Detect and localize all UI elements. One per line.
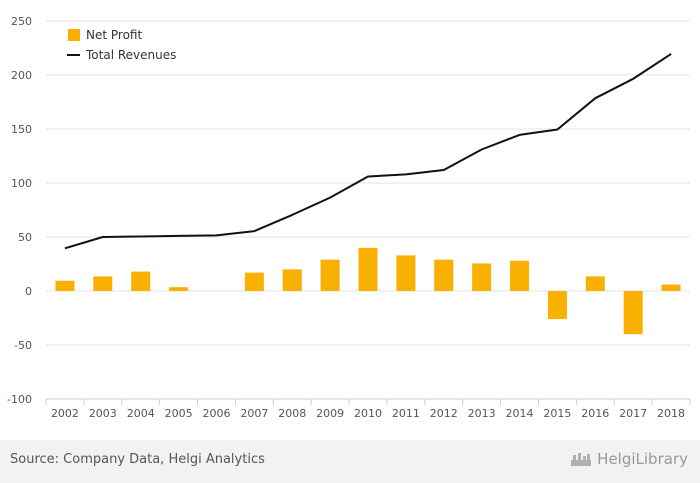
net-profit-bar — [623, 291, 643, 335]
source-text: Source: Company Data, Helgi Analytics — [10, 452, 265, 467]
brand-text: HelgiLibrary — [597, 450, 688, 468]
legend-label-total-revenues: Total Revenues — [85, 48, 176, 62]
x-tick-label: 2012 — [430, 407, 458, 420]
net-profit-bar — [547, 291, 567, 320]
x-tick-label: 2003 — [89, 407, 117, 420]
x-tick-label: 2008 — [278, 407, 306, 420]
x-tick-label: 2006 — [202, 407, 230, 420]
net-profit-bar — [93, 276, 113, 291]
net-profit-bar — [472, 263, 492, 291]
bar-series — [55, 247, 681, 335]
x-tick-label: 2015 — [543, 407, 571, 420]
net-profit-bar — [661, 284, 681, 291]
y-tick-label: -100 — [7, 393, 32, 406]
x-tick-label: 2013 — [468, 407, 496, 420]
x-tick-label: 2009 — [316, 407, 344, 420]
net-profit-bar — [510, 260, 530, 291]
y-tick-label: 250 — [11, 15, 32, 28]
net-profit-bar — [169, 287, 189, 291]
y-tick-labels: 250 200 150 100 50 0 -50 -100 — [7, 15, 32, 406]
net-profit-bar — [55, 280, 75, 291]
x-tick-label: 2004 — [127, 407, 155, 420]
net-profit-bar — [320, 259, 340, 291]
legend-item-net-profit: Net Profit — [68, 28, 142, 42]
x-tick-label: 2016 — [581, 407, 609, 420]
net-profit-bar — [131, 271, 151, 291]
legend-swatch-net-profit — [68, 29, 80, 41]
net-profit-bar — [244, 272, 264, 291]
y-tick-label: -50 — [14, 339, 32, 352]
x-tick-label: 2010 — [354, 407, 382, 420]
footer: Source: Company Data, Helgi Analytics He… — [0, 440, 700, 483]
x-tick-label: 2017 — [619, 407, 647, 420]
y-tick-label: 150 — [11, 123, 32, 136]
helgi-logo-icon — [571, 453, 592, 466]
legend: Net Profit Total Revenues — [67, 28, 176, 62]
y-tick-label: 200 — [11, 69, 32, 82]
y-tick-label: 100 — [11, 177, 32, 190]
legend-item-total-revenues: Total Revenues — [67, 48, 176, 62]
net-profit-bar — [396, 255, 416, 291]
x-tick-label: 2011 — [392, 407, 420, 420]
grid-lines — [46, 20, 690, 346]
x-tick-label: 2007 — [240, 407, 268, 420]
x-tick-label: 2014 — [506, 407, 534, 420]
y-tick-label: 0 — [25, 285, 32, 298]
line-series — [64, 53, 672, 250]
net-profit-bar — [585, 276, 605, 291]
x-tick-label: 2005 — [165, 407, 193, 420]
x-axis: 2002 2003 2004 2005 2006 2007 2008 2009 2010 2011… — [45, 398, 691, 420]
total-revenues-line — [64, 53, 672, 250]
y-tick-label: 50 — [18, 231, 32, 244]
x-tick-label: 2002 — [51, 407, 79, 420]
brand-logo: HelgiLibrary — [570, 450, 688, 468]
net-profit-bar — [358, 247, 378, 291]
net-profit-bar — [434, 259, 454, 291]
x-tick-label: 2018 — [657, 407, 685, 420]
legend-label-net-profit: Net Profit — [86, 28, 142, 42]
net-profit-bar — [282, 269, 302, 291]
